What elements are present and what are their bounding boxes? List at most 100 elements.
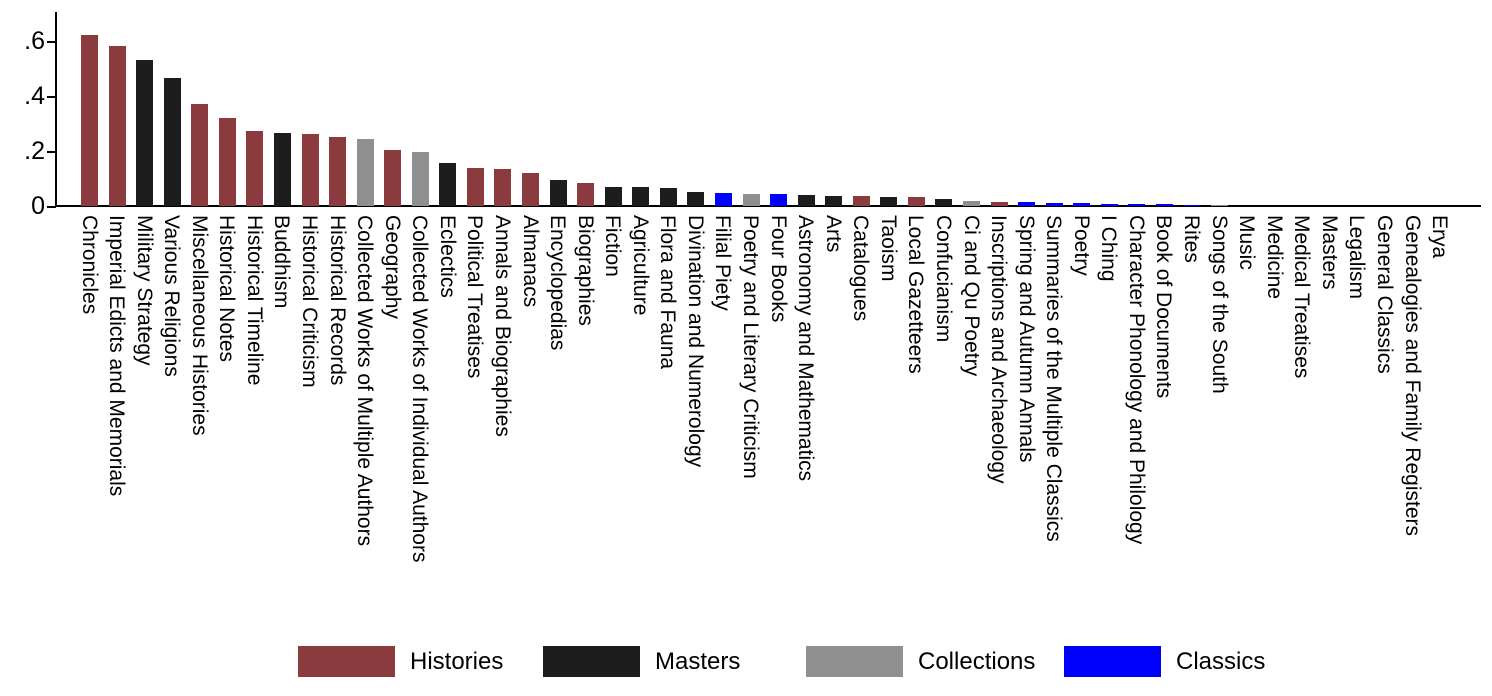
- bar-agriculture: [632, 187, 649, 206]
- bar-annals-and-biographies: [494, 169, 511, 206]
- x-label-historical-criticism: Historical Criticism: [298, 215, 321, 388]
- bar-flora-and-fauna: [660, 188, 677, 206]
- x-label-general-classics: General Classics: [1373, 215, 1396, 374]
- y-axis-line: [55, 12, 57, 207]
- x-label-rites: Rites: [1180, 215, 1203, 263]
- x-label-poetry-and-literary-criticism: Poetry and Literary Criticism: [739, 215, 762, 479]
- x-label-biographies: Biographies: [574, 215, 597, 326]
- x-label-annals-and-biographies: Annals and Biographies: [491, 215, 514, 437]
- legend-label-collections: Collections: [918, 648, 1036, 675]
- x-label-encyclopedias: Encyclopedias: [546, 215, 569, 351]
- bar-summaries-of-the-multiple-classics: [1046, 203, 1063, 206]
- x-label-four-books: Four Books: [767, 215, 790, 323]
- bar-i-ching: [1101, 204, 1118, 206]
- y-tick-mark: [47, 151, 56, 153]
- x-label-almanacs: Almanacs: [519, 215, 542, 308]
- legend: Histories Masters Collections Classics: [0, 645, 1492, 685]
- bar-eclectics: [439, 163, 456, 206]
- legend-swatch-masters: [543, 646, 640, 677]
- bar-local-gazetteers: [908, 197, 925, 206]
- bar-biographies: [577, 183, 594, 206]
- bar-catalogues: [853, 196, 870, 206]
- x-label-confucianism: Confucianism: [932, 215, 955, 343]
- x-label-medicine: Medicine: [1263, 215, 1286, 300]
- x-label-spring-and-autumn-annals: Spring and Autumn Annals: [1015, 215, 1038, 463]
- legend-label-classics: Classics: [1176, 648, 1266, 675]
- x-label-arts: Arts: [822, 215, 845, 253]
- y-tick-label: .4: [24, 82, 45, 110]
- y-tick-mark: [47, 96, 56, 98]
- bar-buddhism: [274, 133, 291, 206]
- bar-historical-timeline: [246, 131, 263, 206]
- x-label-character-phonology-and-philology: Character Phonology and Philology: [1125, 215, 1148, 545]
- legend-swatch-classics: [1064, 646, 1161, 677]
- bar-divination-and-numerology: [687, 192, 704, 206]
- legend-label-histories: Histories: [410, 648, 504, 675]
- x-label-collected-works-of-individual-authors: Collected Works of Individual Authors: [408, 215, 431, 563]
- y-tick-label: 0: [31, 192, 45, 220]
- bar-various-religions: [164, 78, 181, 206]
- x-label-book-of-documents: Book of Documents: [1152, 215, 1175, 399]
- bar-astronomy-and-mathematics: [798, 195, 815, 206]
- x-label-historical-records: Historical Records: [326, 215, 349, 386]
- x-label-poetry: Poetry: [1070, 215, 1093, 276]
- bar-taoism: [880, 197, 897, 206]
- x-label-fiction: Fiction: [601, 215, 624, 277]
- x-label-medical-treatises: Medical Treatises: [1290, 215, 1313, 379]
- bar-political-treatises: [467, 168, 484, 206]
- bar-collected-works-of-multiple-authors: [357, 139, 374, 206]
- x-label-historical-notes: Historical Notes: [215, 215, 238, 363]
- bar-ci-and-qu-poetry: [963, 201, 980, 206]
- bar-historical-records: [329, 137, 346, 206]
- x-label-summaries-of-the-multiple-classics: Summaries of the Multiple Classics: [1042, 215, 1065, 542]
- x-label-historical-timeline: Historical Timeline: [243, 215, 266, 386]
- legend-label-masters: Masters: [655, 648, 741, 675]
- bar-fiction: [605, 187, 622, 206]
- x-label-songs-of-the-south: Songs of the South: [1208, 215, 1231, 394]
- x-label-masters: Masters: [1318, 215, 1341, 290]
- legend-swatch-collections: [806, 646, 903, 677]
- x-label-i-ching: I Ching: [1097, 215, 1120, 282]
- bar-almanacs: [522, 173, 539, 206]
- x-label-astronomy-and-mathematics: Astronomy and Mathematics: [794, 215, 817, 482]
- bar-four-books: [770, 194, 787, 206]
- x-label-catalogues: Catalogues: [849, 215, 872, 322]
- x-label-filial-piety: Filial Piety: [711, 215, 734, 311]
- x-label-ci-and-qu-poetry: Ci and Qu Poetry: [960, 215, 983, 377]
- bar-encyclopedias: [550, 180, 567, 206]
- bar-character-phonology-and-philology: [1128, 204, 1145, 206]
- x-label-genealogies-and-family-registers: Genealogies and Family Registers: [1401, 215, 1424, 536]
- y-tick-label: .6: [24, 27, 45, 55]
- bar-arts: [825, 196, 842, 206]
- bar-inscriptions-and-archaeology: [991, 202, 1008, 206]
- legend-swatch-histories: [298, 646, 395, 677]
- x-label-music: Music: [1235, 215, 1258, 270]
- bar-collected-works-of-individual-authors: [412, 152, 429, 206]
- x-label-military-strategy: Military Strategy: [133, 215, 156, 366]
- x-axis-line: [55, 205, 1481, 207]
- bar-historical-notes: [219, 118, 236, 206]
- x-label-agriculture: Agriculture: [629, 215, 652, 316]
- y-tick-mark: [47, 206, 56, 208]
- x-label-eclectics: Eclectics: [436, 215, 459, 298]
- x-label-miscellaneous-histories: Miscellaneous Histories: [188, 215, 211, 436]
- bar-poetry: [1073, 203, 1090, 206]
- x-label-collected-works-of-multiple-authors: Collected Works of Multiple Authors: [353, 215, 376, 547]
- x-label-inscriptions-and-archaeology: Inscriptions and Archaeology: [987, 215, 1010, 484]
- bar-rites: [1184, 205, 1201, 206]
- bar-songs-of-the-south: [1211, 205, 1228, 206]
- bar-filial-piety: [715, 193, 732, 206]
- x-label-political-treatises: Political Treatises: [463, 215, 486, 379]
- x-label-geography: Geography: [381, 215, 404, 319]
- x-label-local-gazetteers: Local Gazetteers: [904, 215, 927, 374]
- bar-poetry-and-literary-criticism: [743, 194, 760, 206]
- x-label-buddhism: Buddhism: [270, 215, 293, 309]
- x-label-flora-and-fauna: Flora and Fauna: [656, 215, 679, 370]
- y-tick-label: .2: [24, 137, 45, 165]
- x-label-chronicles: Chronicles: [78, 215, 101, 315]
- y-tick-mark: [47, 41, 56, 43]
- x-label-taoism: Taoism: [877, 215, 900, 282]
- bar-spring-and-autumn-annals: [1018, 202, 1035, 206]
- x-label-divination-and-numerology: Divination and Numerology: [684, 215, 707, 468]
